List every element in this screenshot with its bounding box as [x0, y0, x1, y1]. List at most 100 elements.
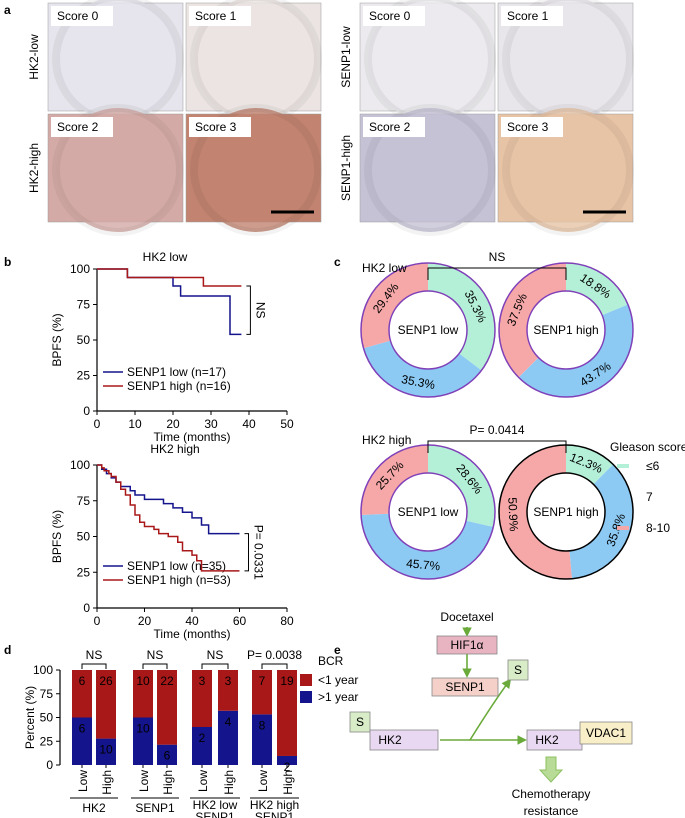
node-label: HIF1α: [451, 638, 484, 652]
y-axis-label: BPFS (%): [50, 313, 64, 366]
tissue-core: [52, 104, 184, 236]
center-label: SENP1 high: [533, 323, 598, 337]
center-label: SENP1 high: [533, 505, 598, 519]
annotation: P= 0.0414: [469, 423, 524, 437]
score-label: Score 2: [57, 120, 99, 134]
row-label: HK2 high: [362, 433, 411, 447]
segment-count: 10: [136, 674, 150, 688]
y-tick-label: 50: [77, 333, 91, 347]
y-axis-label: Percent (%): [23, 686, 37, 749]
annotation: P= 0.0038: [247, 648, 302, 662]
group-label: HK2: [82, 801, 106, 815]
x-tick-label: 50: [280, 417, 294, 431]
score-box: [189, 6, 251, 26]
segment-count: 7: [259, 674, 266, 688]
y-tick-label: 25: [40, 734, 54, 748]
group-label: HK2 low: [193, 798, 238, 812]
bar-segment: [218, 670, 238, 711]
node-label: Chemotherapy: [512, 787, 591, 801]
diagram-arrows: [440, 627, 527, 745]
bracket: [427, 440, 567, 453]
bar-segment: [252, 714, 272, 765]
node-box: [507, 659, 529, 681]
legend-title: BCR: [318, 654, 344, 668]
panel-letter: e: [334, 643, 341, 657]
x-tick-label: Low: [137, 770, 151, 792]
bar-segment: [72, 717, 92, 765]
panel-letter: c: [334, 255, 341, 269]
y-tick-label: 75: [77, 494, 91, 508]
legend-label: >1 year: [318, 690, 358, 704]
donut-segment: [569, 464, 634, 579]
x-tick-label: 0: [94, 614, 101, 628]
group-label: SENP1: [135, 801, 175, 815]
group-label: SENP1: [255, 810, 295, 818]
segment-label: 35.3%: [400, 372, 436, 392]
row-label: HK2-low: [27, 34, 41, 80]
donut-segment: [499, 263, 566, 378]
legend-label: SENP1 low (n=17): [127, 365, 226, 379]
row-label: SENP1-low: [339, 26, 353, 88]
y-tick-label: 0: [83, 404, 90, 418]
bar-segment: [133, 670, 153, 718]
legend-label: SENP1 high (n=53): [127, 573, 231, 587]
row-label: HK2 low: [362, 261, 407, 275]
segment-count: 22: [160, 674, 174, 688]
node-label: VDAC1: [586, 726, 626, 740]
chart-title: HK2 low: [143, 250, 188, 264]
x-tick-label: Low: [196, 770, 210, 792]
ring-outline: [360, 262, 496, 398]
panel-letter: a: [4, 3, 11, 17]
bar-segment: [96, 670, 116, 739]
bar-segment: [157, 744, 177, 765]
x-axis-label: Time (months): [154, 430, 231, 444]
y-axis-label: BPFS (%): [50, 510, 64, 563]
row-label: HK2-high: [27, 143, 41, 193]
node-label: HK2: [535, 733, 559, 747]
y-tick-label: 25: [77, 565, 91, 579]
tissue-core: [190, 104, 322, 236]
x-tick-label: Low: [256, 770, 270, 792]
panel-letter: d: [4, 643, 11, 657]
y-tick-label: 0: [83, 601, 90, 615]
score-box: [189, 117, 251, 137]
segment-count: 6: [164, 749, 171, 763]
y-tick-label: 75: [40, 687, 54, 701]
node-box: [436, 635, 498, 655]
score-box: [363, 117, 425, 137]
x-tick-label: High: [161, 770, 175, 795]
group-label: HK2 high: [250, 798, 299, 812]
bracket: [142, 663, 168, 669]
donut-segment: [498, 445, 572, 579]
score-box: [51, 6, 113, 26]
segment-count: 4: [225, 715, 232, 729]
center-label: SENP1 low: [398, 323, 459, 337]
x-tick-label: 60: [233, 614, 247, 628]
km-curve: [97, 464, 240, 572]
tissue-core: [364, 104, 496, 236]
y-tick-label: 100: [70, 458, 90, 472]
segment-count: 3: [199, 674, 206, 688]
bar-segment: [157, 670, 177, 745]
chart-title: HK2 high: [150, 442, 199, 456]
donut-segment: [566, 263, 628, 316]
legend-swatch: [617, 495, 629, 499]
legend-label: SENP1 high (n=16): [127, 379, 231, 393]
legend-swatch: [300, 691, 312, 703]
legend-title: Gleason score: [610, 440, 685, 454]
legend-swatch: [617, 526, 629, 530]
donut-segment: [428, 263, 495, 371]
y-tick-label: 100: [33, 663, 53, 677]
x-tick-label: 30: [204, 417, 218, 431]
ring-outline: [388, 472, 468, 552]
x-tick-label: 20: [138, 614, 152, 628]
x-tick-label: Low: [76, 770, 90, 792]
node-label: resistance: [524, 804, 579, 818]
center-label: SENP1 low: [398, 505, 459, 519]
legend-label: ≤6: [646, 459, 660, 473]
segment-count: 3: [225, 674, 232, 688]
node-box: [349, 711, 371, 733]
panel-letter: b: [4, 255, 11, 269]
ring-outline: [388, 290, 468, 370]
donut-segment: [361, 445, 428, 515]
